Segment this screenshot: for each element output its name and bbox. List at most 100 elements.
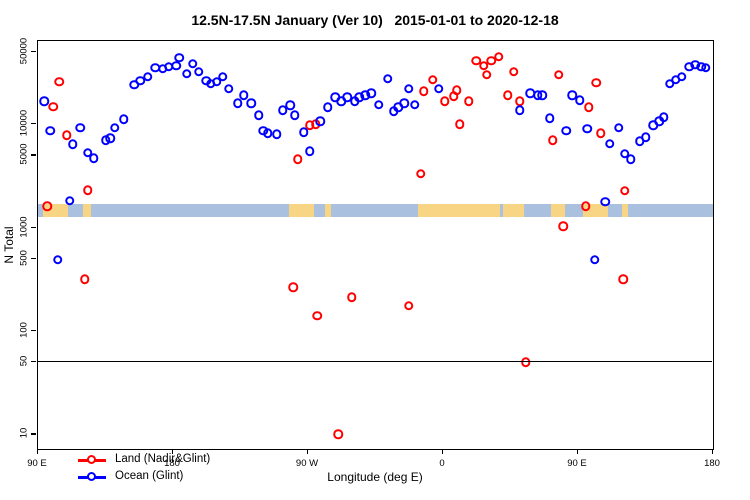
data-point-ocean <box>193 67 204 77</box>
data-point-ocean <box>285 100 295 111</box>
x-axis-label: Longitude (deg E) <box>327 470 423 484</box>
data-point-land <box>520 357 531 367</box>
data-point-land <box>427 75 438 85</box>
data-point-land <box>418 86 429 96</box>
data-point-ocean <box>600 196 610 207</box>
data-point-ocean <box>39 96 49 107</box>
chart-title: 12.5N-17.5N January (Ver 10) 2015-01-01 … <box>191 12 559 28</box>
x-tick <box>442 449 444 455</box>
data-point-ocean <box>382 74 393 84</box>
x-tick <box>307 449 309 455</box>
x-tick-label: 180 <box>704 458 720 469</box>
data-point-land <box>61 130 72 141</box>
data-point-ocean <box>561 126 571 136</box>
land-patch <box>288 203 314 218</box>
data-point-ocean <box>514 105 525 116</box>
land-circle-icon <box>87 455 96 464</box>
y-tick <box>30 433 36 435</box>
data-point-land <box>454 119 465 129</box>
data-point-land <box>591 78 601 88</box>
y-tick-label: 100 <box>18 321 30 338</box>
data-point-land <box>619 186 630 196</box>
data-point-land <box>618 274 628 285</box>
data-point-ocean <box>567 90 577 101</box>
data-point-ocean <box>574 95 585 106</box>
data-point-ocean <box>625 154 636 164</box>
land-patch <box>551 203 565 218</box>
plot-area: Land (Nadir&Glint) Ocean (Glint) <box>37 40 714 482</box>
y-tick <box>30 361 36 363</box>
x-tick <box>712 449 714 455</box>
data-point-ocean <box>64 196 75 206</box>
y-tick-label: 10000 <box>18 109 30 137</box>
legend-label-ocean: Ocean (Glint) <box>115 470 184 482</box>
data-point-ocean <box>604 138 615 149</box>
data-point-land <box>502 90 513 101</box>
data-point-ocean <box>52 254 63 265</box>
data-point-land <box>481 70 492 80</box>
data-point-ocean <box>433 84 444 94</box>
data-point-ocean <box>409 99 420 110</box>
x-tick-label: 90 W <box>295 458 319 469</box>
reference-line-50 <box>37 361 712 362</box>
data-point-land <box>580 201 591 212</box>
data-point-ocean <box>582 124 592 134</box>
data-point-ocean <box>298 127 309 137</box>
y-tick-label: 1000 <box>18 215 30 238</box>
data-point-land <box>346 292 357 303</box>
y-tick <box>30 154 36 156</box>
ocean-circle-icon <box>87 472 96 481</box>
x-tick-label: 180 <box>164 458 180 469</box>
data-point-ocean <box>223 84 234 94</box>
data-point-ocean <box>589 254 600 265</box>
data-point-land <box>48 101 58 112</box>
x-tick-label: 90 E <box>27 458 47 469</box>
data-point-ocean <box>304 146 315 156</box>
y-tick-label: 5000 <box>18 143 30 165</box>
legend-item-land: Land (Nadir&Glint) <box>78 452 268 469</box>
y-tick-label: 50000 <box>18 37 30 65</box>
data-point-ocean <box>537 90 547 101</box>
data-point-ocean <box>613 123 624 133</box>
y-tick <box>30 257 36 259</box>
data-point-land <box>42 201 52 212</box>
x-tick-label: 90 E <box>567 458 587 469</box>
data-point-ocean <box>45 126 55 136</box>
legend: Land (Nadir&Glint) Ocean (Glint) <box>78 452 268 486</box>
data-point-ocean <box>67 139 78 149</box>
data-point-ocean <box>399 98 409 109</box>
y-tick-label: 50 <box>18 355 30 367</box>
y-tick <box>30 50 36 53</box>
data-point-land <box>547 135 558 145</box>
data-point-ocean <box>315 116 325 126</box>
data-point-land <box>288 282 298 292</box>
land-patch <box>503 203 524 218</box>
data-point-ocean <box>246 98 256 109</box>
data-point-ocean <box>289 110 300 120</box>
data-point-ocean <box>88 153 99 163</box>
data-point-land <box>451 85 462 95</box>
data-point-ocean <box>253 110 264 120</box>
data-point-land <box>463 96 474 107</box>
y-tick <box>30 123 36 125</box>
data-point-ocean <box>187 58 198 69</box>
data-point-land <box>553 70 564 80</box>
data-point-land <box>508 67 519 77</box>
data-point-ocean <box>75 123 85 133</box>
data-point-ocean <box>82 147 93 158</box>
data-point-ocean <box>105 133 115 144</box>
y-tick-label: 10 <box>18 428 30 439</box>
data-point-ocean <box>366 88 376 98</box>
data-point-land <box>514 96 525 107</box>
data-point-ocean <box>640 132 651 142</box>
land-patch <box>324 203 331 218</box>
land-patch <box>83 203 91 218</box>
data-point-land <box>312 311 322 321</box>
data-point-ocean <box>217 72 228 82</box>
data-point-ocean <box>658 112 669 122</box>
world-map-band <box>38 203 713 218</box>
data-point-land <box>595 128 606 138</box>
data-point-ocean <box>211 77 222 87</box>
data-point-ocean <box>544 113 555 123</box>
